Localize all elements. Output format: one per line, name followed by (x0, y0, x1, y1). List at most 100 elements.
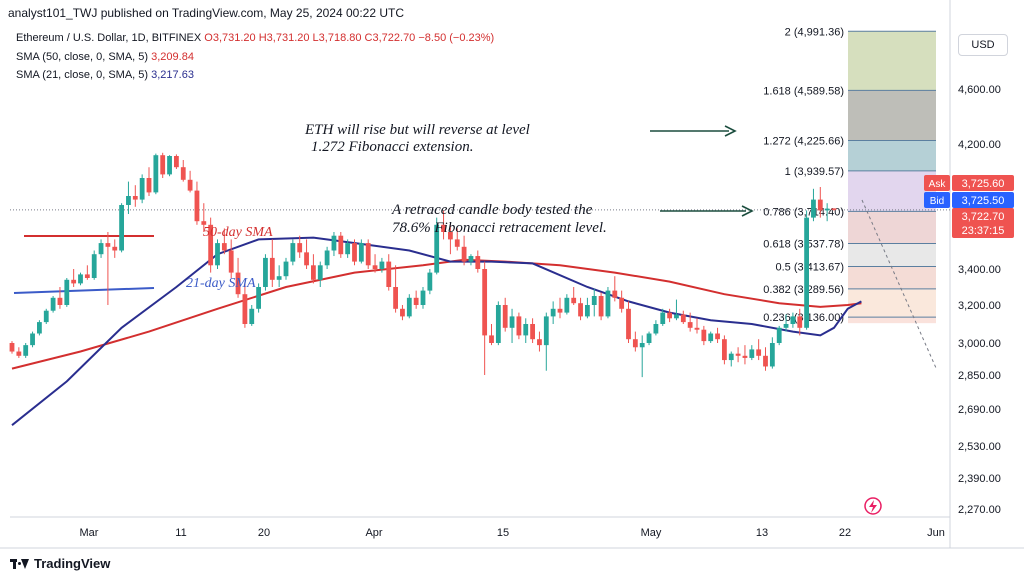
candle-body (290, 243, 296, 262)
x-tick-label: 13 (756, 527, 768, 539)
legend-symbol-row: Ethereum / U.S. Dollar, 1D, BITFINEX O3,… (16, 32, 494, 44)
candle-body (742, 355, 748, 358)
candle-body (365, 243, 371, 266)
candle-body (379, 261, 385, 269)
candle-body (708, 333, 714, 342)
candle-body (78, 274, 83, 284)
y-tick-label: 2,690.00 (958, 404, 1001, 416)
annotation-sma50: 50-day SMA (203, 225, 273, 240)
candle-body (735, 353, 741, 356)
candle-body (269, 257, 275, 280)
candle-body (84, 274, 90, 278)
candle-body (393, 287, 398, 309)
candle-body (263, 257, 268, 287)
legend-sma50-row[interactable]: SMA (50, close, 0, SMA, 5) 3,209.84 (16, 51, 194, 63)
annotation-sma21: 21-day SMA (186, 276, 256, 291)
sma21-line (11, 236, 862, 426)
fib-label: 1.618 (4,589.58) (763, 85, 844, 97)
candle-body (639, 343, 645, 348)
candle-body (694, 327, 700, 330)
candle-body (811, 199, 816, 218)
candle-body (605, 290, 611, 317)
fib-label: 0.382 (3,289.56) (763, 284, 844, 296)
candle-body (783, 324, 789, 328)
fib-label: 0.236 (3,136.00) (763, 312, 844, 324)
currency-button[interactable]: USD (958, 34, 1008, 56)
candle-body (482, 269, 488, 336)
fib-label: 1 (3,939.57) (785, 166, 844, 178)
candle-body (406, 297, 412, 317)
candle-body (208, 224, 214, 266)
legend-sma21-row[interactable]: SMA (21, close, 0, SMA, 5) 3,217.63 (16, 69, 194, 81)
candle-body (653, 324, 659, 334)
publisher-header: analyst101_TWJ published on TradingView.… (8, 6, 404, 20)
candle-body (180, 167, 186, 180)
candle-body (187, 179, 193, 191)
candle-body (667, 312, 672, 319)
y-tick-label: 2,390.00 (958, 473, 1001, 485)
tradingview-logo-icon (10, 558, 29, 569)
event-flash-icon-bolt (869, 500, 877, 513)
candle-body (311, 265, 316, 280)
candle-body (153, 155, 159, 193)
candle-body (523, 324, 529, 336)
candle-body (338, 235, 344, 255)
candle-body (304, 252, 309, 266)
candle-body (413, 297, 419, 305)
annotation-arrow-1-head (724, 125, 737, 137)
candle-body (386, 261, 392, 287)
candle-body (400, 308, 405, 317)
candle-body (242, 294, 248, 324)
candle-body (646, 333, 652, 343)
candle-body (776, 327, 782, 343)
candle-body (475, 256, 481, 269)
y-tick-label: 4,600.00 (958, 84, 1001, 96)
candle-body (434, 224, 440, 273)
candle-body (454, 239, 460, 247)
candle-body (126, 196, 131, 205)
fib-zone (848, 211, 936, 244)
fib-zone (848, 288, 936, 318)
candle-body (215, 243, 220, 266)
ask-tag-label-bg (924, 175, 950, 191)
candle-body (132, 196, 138, 200)
candle-body (30, 333, 35, 346)
candle-body (167, 156, 172, 175)
candle-body (763, 355, 768, 367)
candle-body (256, 287, 261, 309)
fib-zone (848, 170, 936, 212)
legend-ohlc: O3,731.20 H3,731.20 L3,718.80 C3,722.70 … (204, 32, 495, 44)
candle-body (591, 296, 597, 305)
candle-body (441, 224, 446, 232)
annotation-arrow-2-head (741, 205, 754, 217)
y-tick-label: 2,530.00 (958, 441, 1001, 453)
legend-sma21-label: SMA (21, close, 0, SMA, 5) (16, 69, 149, 81)
candle-body (461, 246, 467, 262)
candle-body (57, 297, 63, 305)
candle-body (331, 235, 337, 251)
candle-body (687, 322, 693, 328)
candle-body (71, 279, 77, 284)
candle-body (43, 310, 49, 323)
legend-symbol[interactable]: Ethereum / U.S. Dollar, 1D, BITFINEX (16, 32, 202, 44)
fib-zone (848, 317, 936, 324)
fib-zone (848, 31, 936, 91)
candle-body (557, 308, 563, 313)
footer-brand[interactable]: TradingView (34, 556, 111, 571)
x-tick-label: Apr (365, 527, 382, 539)
candle-body (427, 272, 433, 291)
candle-body (372, 265, 378, 269)
candle-body (564, 297, 570, 313)
x-tick-label: 22 (839, 527, 851, 539)
candle-body (516, 316, 522, 336)
countdown-value: 23:37:15 (962, 225, 1005, 237)
x-tick-label: Mar (80, 527, 99, 539)
candle-body (119, 205, 124, 251)
event-flash-icon (864, 497, 882, 515)
candle-body (537, 339, 542, 346)
candle-body (221, 243, 227, 251)
candle-body (502, 305, 508, 328)
candle-body (749, 349, 755, 358)
last-price-bg (952, 208, 1014, 238)
